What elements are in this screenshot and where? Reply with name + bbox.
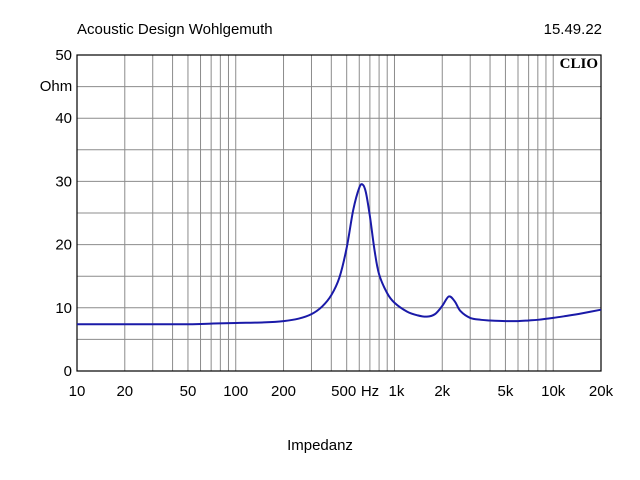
series-group <box>76 183 602 326</box>
y-tick-label: 0 <box>64 363 72 380</box>
clio-logo: CLIO <box>560 56 598 72</box>
y-tick-label: 10 <box>55 300 72 317</box>
chart-title: Acoustic Design Wohlgemuth <box>77 21 273 38</box>
x-tick-label: 1k <box>389 383 405 400</box>
x-axis-label: Impedanz <box>287 437 353 454</box>
x-axis-ticks: 10 20 50 100 200 500 1k 2k 5k 10k 20k <box>69 383 614 400</box>
x-tick-label: 200 <box>271 383 296 400</box>
x-tick-label: 500 <box>331 383 356 400</box>
plot-frame <box>76 54 602 372</box>
x-tick-label: 100 <box>223 383 248 400</box>
y-tick-label: 40 <box>55 110 72 127</box>
x-unit-label: Hz <box>361 383 379 400</box>
x-tick-label: 5k <box>498 383 514 400</box>
x-tick-label: 2k <box>434 383 450 400</box>
y-tick-label: 20 <box>55 237 72 254</box>
y-axis-ticks: 0 10 20 30 40 50 <box>55 47 72 380</box>
timestamp: 15.49.22 <box>544 21 602 38</box>
x-tick-label: 50 <box>180 383 197 400</box>
impedance-curve <box>76 183 602 326</box>
y-tick-label: 30 <box>55 173 72 190</box>
y-tick-label: 50 <box>55 47 72 64</box>
y-axis-label: Ohm <box>40 78 73 95</box>
x-tick-label: 10k <box>541 383 566 400</box>
x-tick-label: 20 <box>116 383 133 400</box>
x-tick-label: 10 <box>69 383 86 400</box>
x-tick-label: 20k <box>589 383 614 400</box>
